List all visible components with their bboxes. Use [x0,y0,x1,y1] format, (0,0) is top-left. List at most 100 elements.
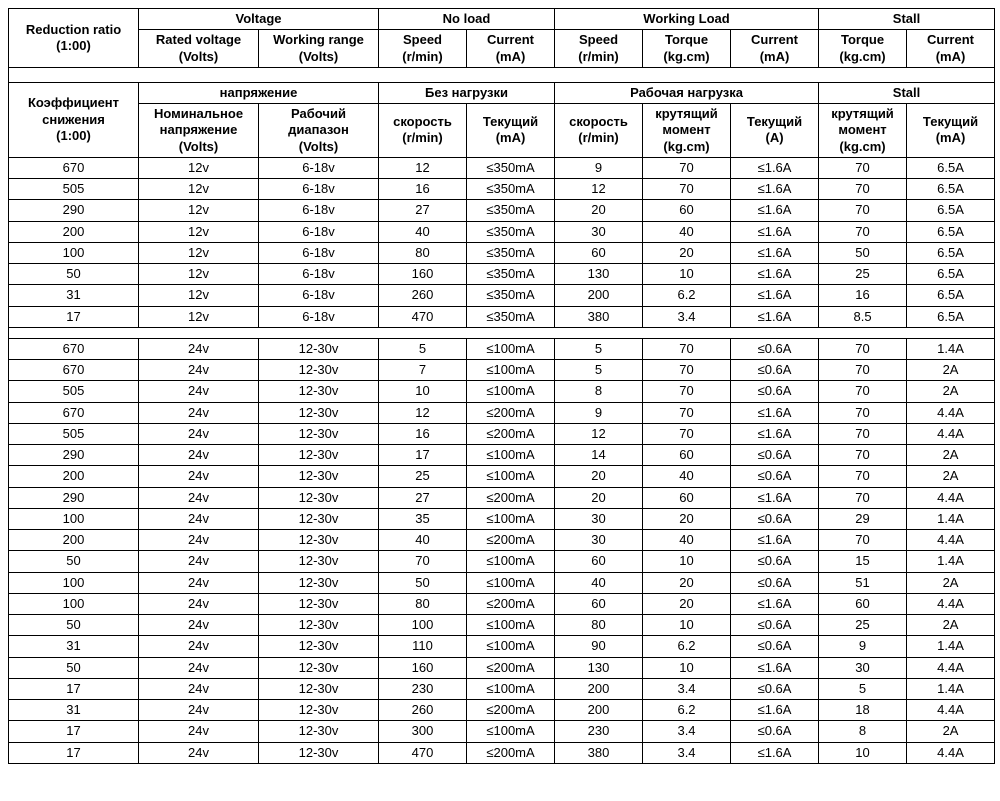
table-cell: 2A [907,381,995,402]
table-cell: 12-30v [259,508,379,529]
hdr-en-stall-group: Stall [819,9,995,30]
table-cell: 5 [379,338,467,359]
table-cell: 70 [643,338,731,359]
table-cell: ≤1.6A [731,221,819,242]
table-cell: 12v [139,221,259,242]
hdr-ru-torque3: крутящиймомент(kg.cm) [819,104,907,158]
table-cell: 100 [9,508,139,529]
hdr-ru-ratio: Коэффициентснижения(1:00) [9,82,139,157]
table-row: 3124v12-30v260≤200mA2006.2≤1.6A184.4A [9,700,995,721]
table-cell: ≤1.6A [731,200,819,221]
table-cell: ≤1.6A [731,700,819,721]
table-cell: 16 [379,179,467,200]
table-cell: ≤350mA [467,200,555,221]
table-cell: ≤0.6A [731,381,819,402]
table-cell: 200 [9,466,139,487]
table-cell: 505 [9,381,139,402]
hdr-en-speed2: Speed(r/min) [555,30,643,68]
table-cell: ≤200mA [467,593,555,614]
table-cell: 20 [643,242,731,263]
table-cell: 6.2 [643,636,731,657]
table-cell: ≤0.6A [731,445,819,466]
hdr-en-working-range: Working range(Volts) [259,30,379,68]
table-cell: 2A [907,615,995,636]
table-cell: 1.4A [907,508,995,529]
table-cell: 3.4 [643,678,731,699]
table-cell: 290 [9,445,139,466]
table-cell: 4.4A [907,487,995,508]
table-cell: 20 [555,487,643,508]
table-cell: 70 [819,381,907,402]
table-cell: 24v [139,657,259,678]
table-cell: 290 [9,200,139,221]
table-cell: 24v [139,381,259,402]
table-cell: 70 [819,221,907,242]
hdr-ru-torque2: крутящиймомент(kg.cm) [643,104,731,158]
gap-row1 [9,327,995,338]
table-cell: 470 [379,306,467,327]
table-cell: 2A [907,445,995,466]
hdr-en-rated-voltage: Rated voltage(Volts) [139,30,259,68]
table-row: 5024v12-30v100≤100mA8010≤0.6A252A [9,615,995,636]
motor-spec-table: Reduction ratio(1:00) Voltage No load Wo… [8,8,995,764]
table-cell: 70 [819,200,907,221]
table-cell: ≤100mA [467,636,555,657]
table-cell: 70 [819,360,907,381]
table-cell: ≤1.6A [731,657,819,678]
table-cell: 12-30v [259,423,379,444]
table-cell: 50 [9,615,139,636]
table-cell: ≤1.6A [731,264,819,285]
table-row: 5024v12-30v70≤100mA6010≤0.6A151.4A [9,551,995,572]
table-cell: 4.4A [907,530,995,551]
table-cell: 380 [555,306,643,327]
table-cell: ≤100mA [467,721,555,742]
table-cell: 100 [9,593,139,614]
table-cell: 24v [139,466,259,487]
table-cell: 17 [9,678,139,699]
table-cell: ≤100mA [467,466,555,487]
table-cell: 160 [379,657,467,678]
hdr-ru-current3: Текущий(mA) [907,104,995,158]
table-cell: 20 [643,572,731,593]
table-cell: 1.4A [907,338,995,359]
table-cell: 90 [555,636,643,657]
table-cell: ≤200mA [467,700,555,721]
hdr-en-current1: Current(mA) [467,30,555,68]
table-cell: 290 [9,487,139,508]
table-cell: 6.5A [907,264,995,285]
table-cell: 31 [9,700,139,721]
table-cell: 24v [139,508,259,529]
table-cell: 24v [139,338,259,359]
table-cell: 80 [379,242,467,263]
table-cell: 12-30v [259,742,379,763]
table-row: 1712v6-18v470≤350mA3803.4≤1.6A8.56.5A [9,306,995,327]
hdr-en-ratio: Reduction ratio(1:00) [9,9,139,68]
table-cell: 2A [907,466,995,487]
table-cell: 6.5A [907,179,995,200]
table-cell: ≤100mA [467,678,555,699]
table-cell: 20 [555,466,643,487]
table-cell: ≤0.6A [731,572,819,593]
table-cell: 12v [139,242,259,263]
table-cell: 12-30v [259,551,379,572]
table-cell: 70 [819,445,907,466]
table-cell: 24v [139,742,259,763]
table-cell: ≤0.6A [731,466,819,487]
hdr-en-working-group: Working Load [555,9,819,30]
table-cell: 70 [643,381,731,402]
table-cell: 70 [643,423,731,444]
table-row: 29012v6-18v27≤350mA2060≤1.6A706.5A [9,200,995,221]
table-cell: 6-18v [259,306,379,327]
table-cell: 17 [379,445,467,466]
table-cell: 505 [9,423,139,444]
table-cell: ≤0.6A [731,678,819,699]
table-cell: 6.5A [907,200,995,221]
table-cell: 40 [643,221,731,242]
table-row: 67024v12-30v5≤100mA570≤0.6A701.4A [9,338,995,359]
table-cell: 70 [819,402,907,423]
hdr-ru-noload-group: Без нагрузки [379,82,555,103]
table-cell: 40 [643,530,731,551]
table-cell: ≤200mA [467,530,555,551]
table-cell: 24v [139,487,259,508]
table-cell: ≤1.6A [731,402,819,423]
